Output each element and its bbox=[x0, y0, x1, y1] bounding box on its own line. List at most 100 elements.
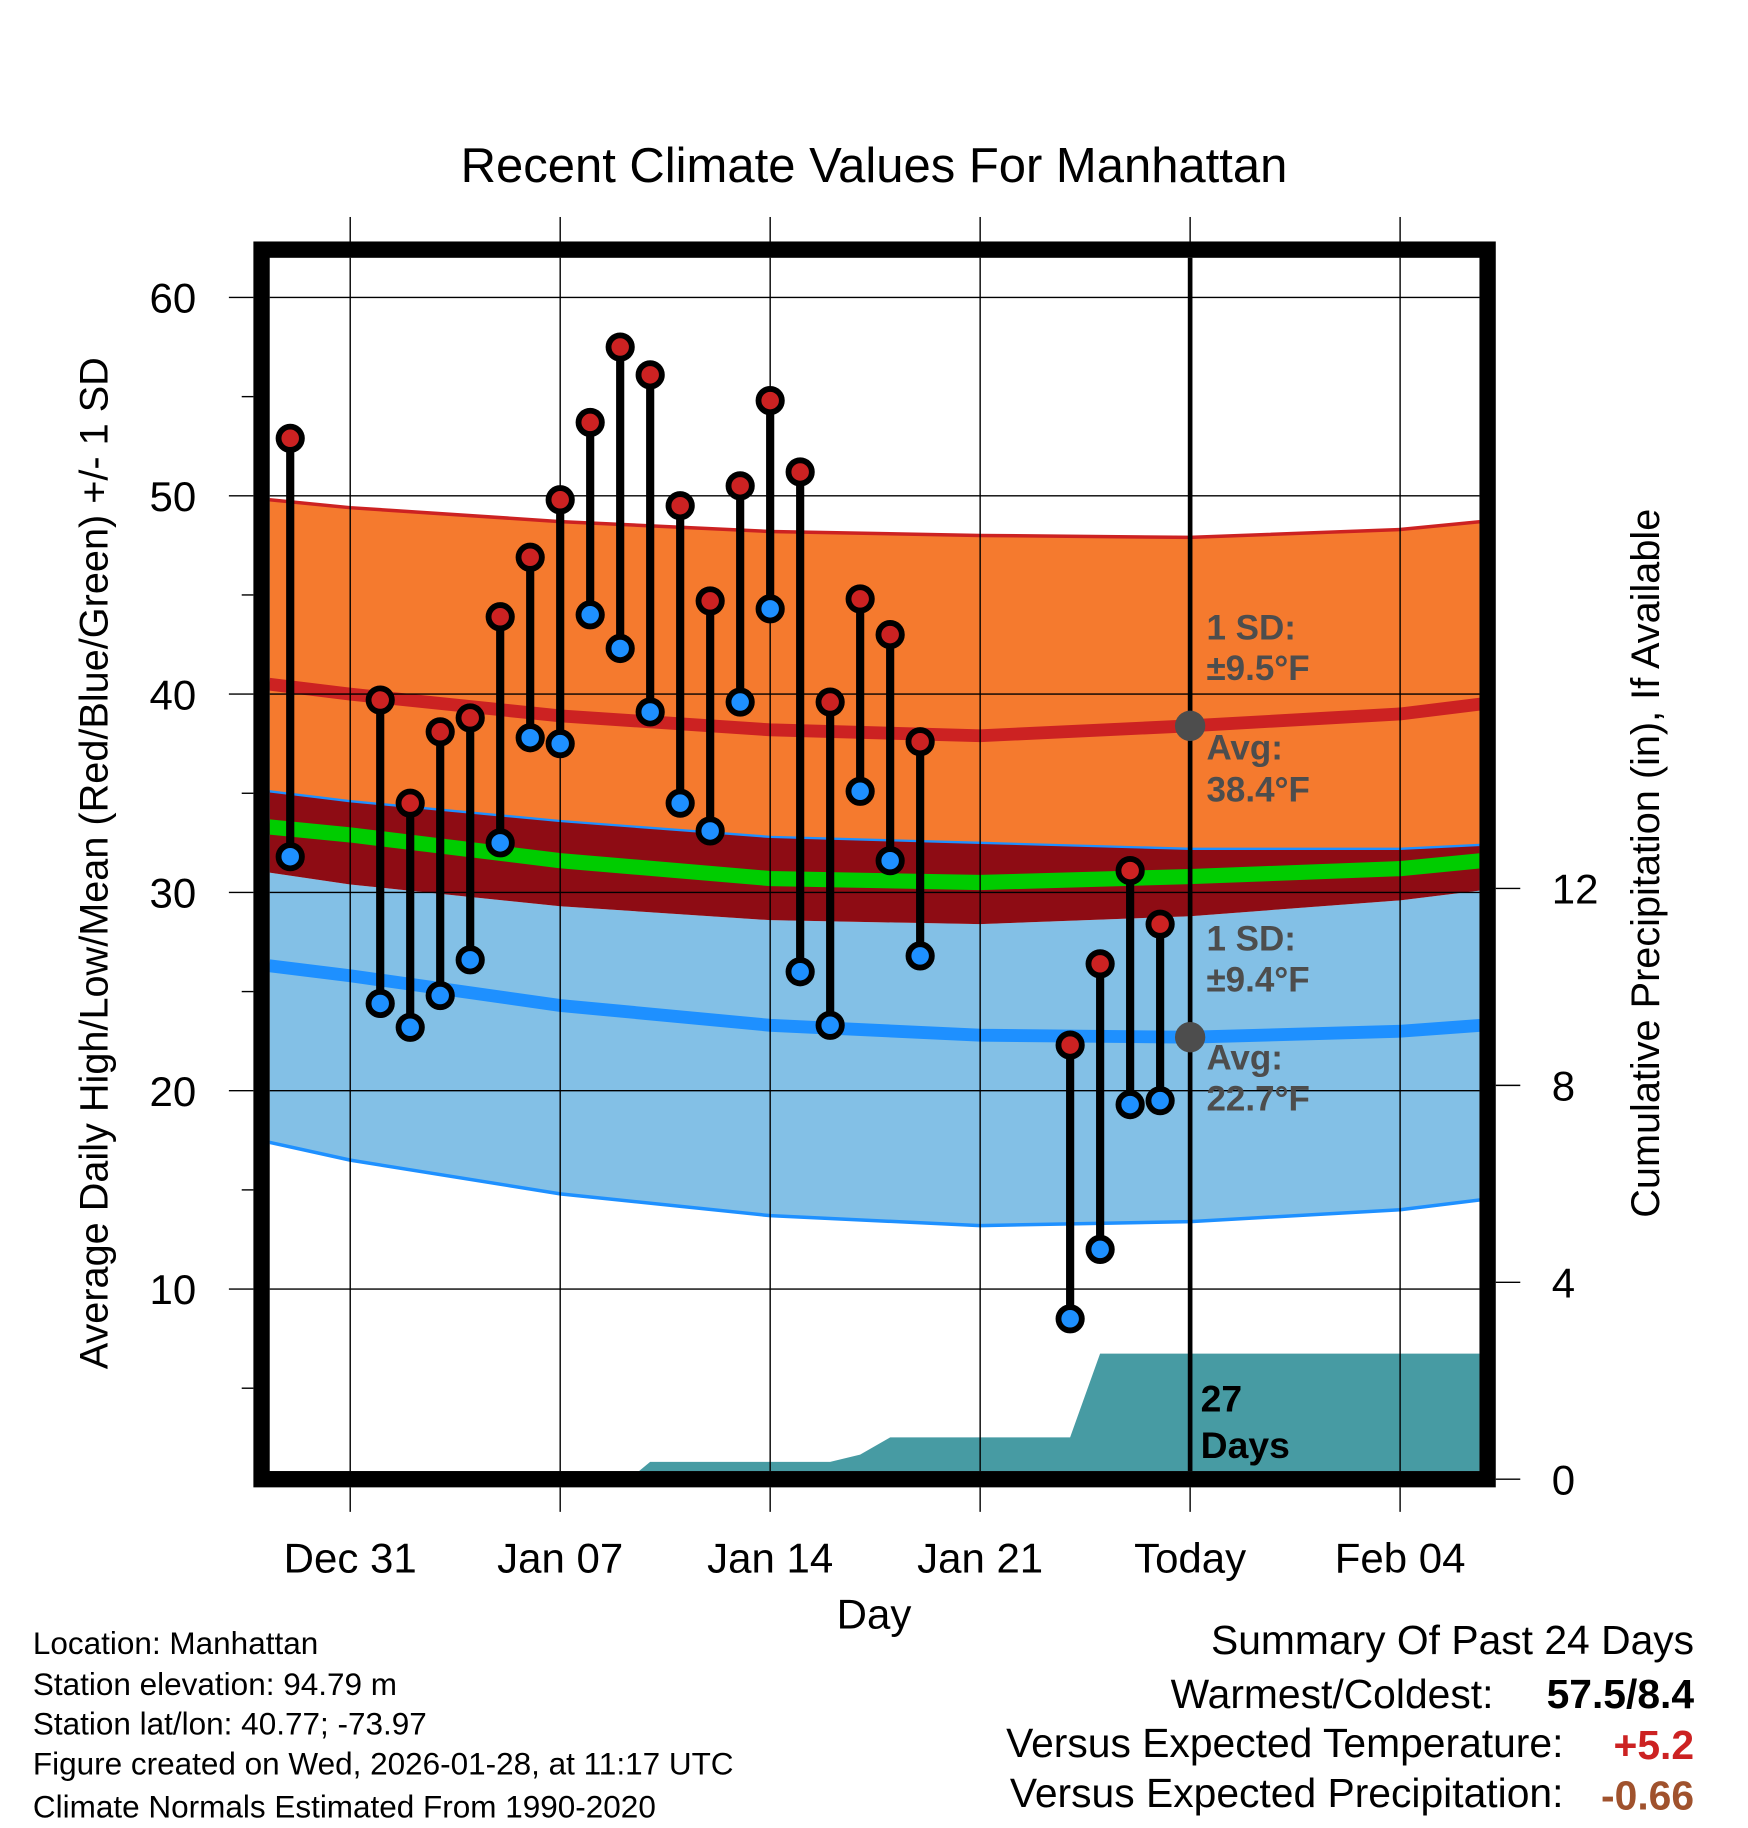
low-point bbox=[545, 729, 575, 759]
y-tick-label: 20 bbox=[150, 1068, 197, 1115]
y-axis-right-label: Cumulative Precipitation (in), If Availa… bbox=[1624, 509, 1668, 1218]
y-right-tick-label: 0 bbox=[1552, 1456, 1575, 1503]
x-tick-label: Jan 07 bbox=[497, 1535, 623, 1582]
created-text: Figure created on Wed, 2026-01-28, at 11… bbox=[33, 1745, 734, 1781]
low-point bbox=[275, 842, 305, 872]
high-point bbox=[725, 471, 755, 501]
low-point bbox=[875, 846, 905, 876]
day-observation bbox=[635, 360, 665, 727]
day-observation bbox=[815, 687, 845, 1040]
low-point bbox=[665, 788, 695, 818]
high-point bbox=[1055, 1030, 1085, 1060]
high-point bbox=[845, 584, 875, 614]
high-point bbox=[1085, 949, 1115, 979]
low-point bbox=[725, 687, 755, 717]
x-tick-label: Feb 04 bbox=[1335, 1535, 1466, 1582]
day-observation bbox=[785, 457, 815, 987]
y-right-tick-label: 8 bbox=[1552, 1063, 1575, 1110]
annotation-low-sd-1: 1 SD: bbox=[1206, 920, 1295, 959]
high-point bbox=[545, 485, 575, 515]
day-observation bbox=[575, 407, 605, 630]
y-axis-label: Average Daily High/Low/Mean (Red/Blue/Gr… bbox=[73, 357, 117, 1369]
chart-title: Recent Climate Values For Manhattan bbox=[461, 139, 1288, 193]
high-point bbox=[1115, 856, 1145, 886]
low-point bbox=[635, 697, 665, 727]
low-point bbox=[1145, 1086, 1175, 1116]
high-lower-line bbox=[269, 790, 1480, 850]
y-right-tick-label: 4 bbox=[1552, 1259, 1575, 1306]
day-observation bbox=[605, 332, 635, 664]
day-observation bbox=[695, 586, 725, 846]
today-low-avg-marker bbox=[1174, 1022, 1206, 1053]
day-observation bbox=[455, 703, 485, 975]
elevation-text: Station elevation: 94.79 m bbox=[33, 1666, 397, 1702]
day-observation bbox=[905, 727, 935, 971]
high-point bbox=[575, 407, 605, 437]
low-point bbox=[425, 980, 455, 1011]
high-point bbox=[1145, 909, 1175, 939]
y-right-tick-label: 12 bbox=[1552, 866, 1599, 913]
annotation-low-avg-2: 22.7°F bbox=[1206, 1080, 1309, 1119]
low-point bbox=[605, 633, 635, 664]
low-avg-line bbox=[269, 959, 1480, 1044]
y-tick-label: 50 bbox=[150, 473, 197, 520]
high-point bbox=[275, 423, 305, 453]
day-observation bbox=[755, 386, 785, 624]
high-point bbox=[605, 332, 635, 362]
day-observation bbox=[665, 491, 695, 818]
high-point bbox=[665, 491, 695, 521]
annotation-high-avg-2: 38.4°F bbox=[1206, 770, 1309, 809]
low-point bbox=[485, 828, 515, 858]
high-point bbox=[815, 687, 845, 717]
x-tick-label: Today bbox=[1134, 1535, 1246, 1582]
plot-frame bbox=[253, 241, 1496, 1488]
warm-label: Warmest/Coldest: bbox=[1171, 1671, 1494, 1717]
high-point bbox=[785, 457, 815, 487]
normals-text: Climate Normals Estimated From 1990-2020 bbox=[33, 1789, 656, 1825]
precip-label: Versus Expected Precipitation: bbox=[1010, 1770, 1564, 1816]
low-point bbox=[1085, 1234, 1115, 1264]
low-point bbox=[905, 941, 935, 971]
day-observation bbox=[1115, 856, 1145, 1120]
location-text: Location: Manhattan bbox=[33, 1625, 318, 1661]
day-observation bbox=[1085, 949, 1115, 1264]
high-point bbox=[695, 586, 725, 616]
low-point bbox=[755, 594, 785, 624]
high-point bbox=[395, 788, 425, 818]
day-observation bbox=[425, 717, 455, 1011]
high-point bbox=[515, 542, 545, 572]
y-tick-label: 10 bbox=[150, 1266, 197, 1313]
low-lower-line bbox=[269, 1140, 1480, 1228]
day-observation bbox=[725, 471, 755, 717]
x-axis-label: Day bbox=[837, 1591, 912, 1638]
annotation-high-avg-1: Avg: bbox=[1206, 728, 1282, 767]
day-observation bbox=[875, 620, 905, 876]
high-point bbox=[485, 602, 515, 632]
high-point bbox=[905, 727, 935, 757]
summary-title: Summary Of Past 24 Days bbox=[1211, 1617, 1694, 1663]
high-point bbox=[425, 717, 455, 747]
day-observation bbox=[485, 602, 515, 858]
days-count-label: 27 bbox=[1201, 1378, 1243, 1420]
x-tick-label: Jan 14 bbox=[707, 1535, 833, 1582]
annotation-high-sd-2: ±9.5°F bbox=[1206, 649, 1309, 688]
precip-value: -0.66 bbox=[1601, 1772, 1694, 1818]
annotation-low-avg-1: Avg: bbox=[1206, 1039, 1282, 1078]
annotation-high-sd-1: 1 SD: bbox=[1206, 608, 1295, 647]
day-observation bbox=[515, 542, 545, 753]
x-tick-label: Dec 31 bbox=[284, 1535, 417, 1582]
high-point bbox=[365, 685, 395, 715]
today-high-avg-marker bbox=[1174, 710, 1206, 741]
low-point bbox=[1055, 1304, 1085, 1334]
precip-area bbox=[639, 1353, 1480, 1472]
day-observation bbox=[275, 423, 305, 872]
high-point bbox=[755, 386, 785, 416]
low-point bbox=[515, 723, 545, 753]
high-point bbox=[455, 703, 485, 733]
y-tick-label: 40 bbox=[150, 671, 197, 718]
summary: Summary Of Past 24 Days Warmest/Coldest:… bbox=[1006, 1617, 1694, 1818]
high-point bbox=[875, 620, 905, 650]
day-observation bbox=[365, 685, 395, 1019]
low-point bbox=[365, 988, 395, 1019]
